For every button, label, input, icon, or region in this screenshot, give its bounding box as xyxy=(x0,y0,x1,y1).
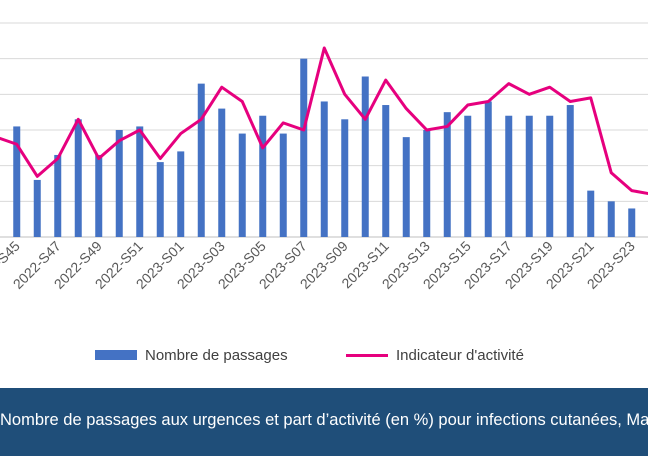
bar xyxy=(177,151,185,237)
legend-label-indicateur: Indicateur d'activité xyxy=(396,346,524,364)
bar xyxy=(628,208,636,237)
chart: 2022-S452022-S472022-S492022-S512023-S01… xyxy=(0,22,648,292)
bar xyxy=(341,119,349,237)
bar xyxy=(13,126,21,237)
bar xyxy=(382,105,390,238)
bar xyxy=(74,119,82,237)
x-axis-tick-labels: 2022-S452022-S472022-S492022-S512023-S01… xyxy=(0,238,638,292)
caption-bar: Nombre de passages aux urgences et part … xyxy=(0,388,648,456)
bar xyxy=(300,58,308,237)
bar xyxy=(587,190,595,237)
bar xyxy=(54,154,62,237)
bar xyxy=(505,115,513,237)
bar xyxy=(95,154,103,237)
bar xyxy=(259,115,267,237)
legend-swatch-bar xyxy=(95,350,137,360)
bar xyxy=(156,162,164,237)
line-indicateur xyxy=(0,46,648,195)
legend-item-passages: Nombre de passages xyxy=(95,344,288,366)
bar xyxy=(566,105,574,238)
bar xyxy=(136,126,144,237)
bar-series xyxy=(13,58,636,238)
legend-swatch-line xyxy=(346,353,388,357)
bar xyxy=(33,179,41,237)
bar xyxy=(361,76,369,237)
bar xyxy=(402,137,410,237)
bar xyxy=(443,112,451,237)
legend-item-indicateur: Indicateur d'activité xyxy=(346,344,524,366)
legend-label-passages: Nombre de passages xyxy=(145,346,288,364)
bar xyxy=(464,115,472,237)
bar xyxy=(423,130,431,237)
bar xyxy=(546,115,554,237)
bar xyxy=(484,101,492,237)
bar xyxy=(197,83,205,237)
figure-caption: Nombre de passages aux urgences et part … xyxy=(0,411,648,429)
bar xyxy=(238,133,246,237)
legend: Nombre de passages Indicateur d'activité xyxy=(0,344,648,366)
bar xyxy=(320,101,328,237)
bar xyxy=(607,201,615,237)
line-series xyxy=(0,46,648,195)
bar xyxy=(115,130,123,237)
bar xyxy=(279,133,287,237)
bar xyxy=(218,108,226,237)
bar xyxy=(525,115,533,237)
